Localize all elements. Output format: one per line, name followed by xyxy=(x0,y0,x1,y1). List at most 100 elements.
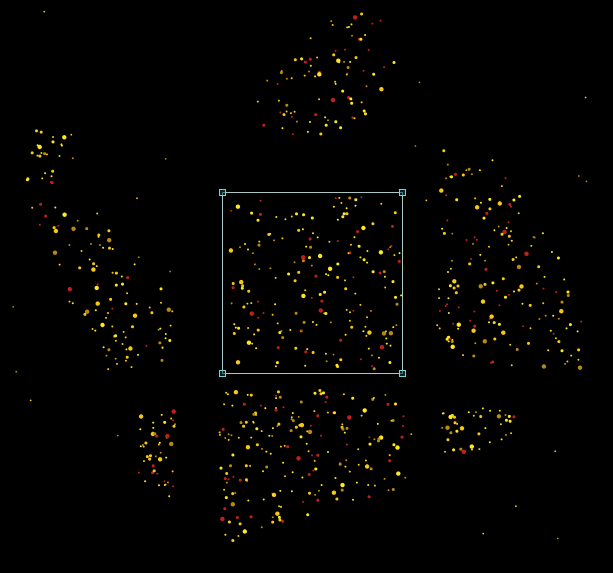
selection-handle-top-right[interactable] xyxy=(399,189,406,196)
star-dot xyxy=(143,460,145,463)
star-dot xyxy=(395,302,399,306)
star-dot xyxy=(332,353,335,356)
star-dot xyxy=(247,499,250,502)
star-dot xyxy=(478,169,481,172)
star-dot xyxy=(351,116,354,119)
star-dot xyxy=(317,253,323,259)
star-dot xyxy=(133,263,136,266)
selection-rectangle[interactable] xyxy=(219,189,406,377)
selection-handle-top-left[interactable] xyxy=(219,189,226,196)
star-dot xyxy=(58,263,61,266)
star-dot xyxy=(249,515,253,519)
star-dot xyxy=(310,264,313,267)
star-dot xyxy=(278,505,281,508)
star-dot xyxy=(271,520,275,524)
left-upper-cluster xyxy=(25,129,74,185)
star-dot xyxy=(348,196,352,200)
star-dot xyxy=(262,470,264,473)
star-dot xyxy=(233,323,236,326)
star-dot xyxy=(152,426,155,429)
star-dot xyxy=(325,395,329,399)
star-dot xyxy=(470,258,473,260)
star-dot xyxy=(576,330,579,333)
star-dot xyxy=(357,448,360,451)
star-dot xyxy=(160,301,162,304)
star-dot xyxy=(160,358,164,362)
star-dot xyxy=(438,288,440,291)
star-dot xyxy=(68,244,71,246)
star-dot xyxy=(102,346,105,349)
star-dot xyxy=(234,326,237,329)
star-dot xyxy=(107,368,110,371)
star-dot xyxy=(362,69,365,72)
star-dot xyxy=(372,72,376,76)
star-dot xyxy=(309,245,313,249)
star-dot xyxy=(510,230,512,233)
star-dot xyxy=(41,177,44,180)
star-dot xyxy=(354,56,358,60)
star-dot xyxy=(100,322,105,328)
star-dot xyxy=(383,275,386,278)
star-dot xyxy=(257,316,260,319)
star-dot xyxy=(552,332,555,335)
star-dot xyxy=(307,450,310,453)
star-dot xyxy=(294,346,298,350)
star-dot xyxy=(352,15,358,20)
selection-handle-bottom-right[interactable] xyxy=(399,370,406,377)
star-dot xyxy=(260,430,263,433)
star-dot xyxy=(280,330,283,332)
star-dot xyxy=(350,101,354,105)
star-dot xyxy=(302,213,306,217)
star-dot xyxy=(495,289,498,292)
star-dot xyxy=(296,456,301,461)
star-dot xyxy=(111,271,114,274)
star-dot xyxy=(344,333,347,336)
star-dot xyxy=(238,478,242,482)
star-dot xyxy=(389,344,392,347)
star-dot xyxy=(454,291,458,295)
star-dot xyxy=(316,414,320,418)
star-dot xyxy=(231,492,235,496)
star-dot xyxy=(364,34,367,36)
star-dot xyxy=(334,49,337,52)
star-dot xyxy=(378,250,384,255)
star-dot xyxy=(325,273,328,276)
star-dot xyxy=(324,116,327,119)
star-dot xyxy=(223,403,226,406)
star-dot xyxy=(509,343,512,346)
star-dot xyxy=(566,294,570,297)
star-dot xyxy=(315,323,318,326)
star-dot xyxy=(302,500,304,503)
star-dot xyxy=(304,289,307,292)
star-dot xyxy=(225,391,228,394)
star-dot xyxy=(467,411,470,414)
selection-handle-bottom-left[interactable] xyxy=(219,370,226,377)
star-dot xyxy=(348,319,351,322)
star-dot xyxy=(124,336,127,339)
star-dot xyxy=(249,393,253,397)
star-dot xyxy=(269,452,272,455)
star-dot xyxy=(438,327,441,330)
star-dot xyxy=(271,313,274,316)
star-dot xyxy=(357,244,361,248)
stray-dots xyxy=(12,10,588,540)
star-dot xyxy=(250,302,253,305)
star-dot xyxy=(50,181,54,185)
star-dot xyxy=(279,489,282,492)
star-dot xyxy=(371,365,374,368)
star-dot xyxy=(268,434,271,437)
star-dot xyxy=(169,270,172,273)
star-dot xyxy=(364,459,367,462)
star-dot xyxy=(332,205,335,208)
star-dot xyxy=(446,219,449,222)
star-dot xyxy=(290,77,293,80)
star-dot xyxy=(472,414,475,417)
star-dot xyxy=(524,251,529,256)
star-dot xyxy=(230,434,233,437)
star-dot xyxy=(584,96,587,99)
star-dot xyxy=(114,283,118,287)
star-dot xyxy=(500,185,503,188)
star-dot xyxy=(404,476,407,479)
star-dot xyxy=(456,284,460,288)
